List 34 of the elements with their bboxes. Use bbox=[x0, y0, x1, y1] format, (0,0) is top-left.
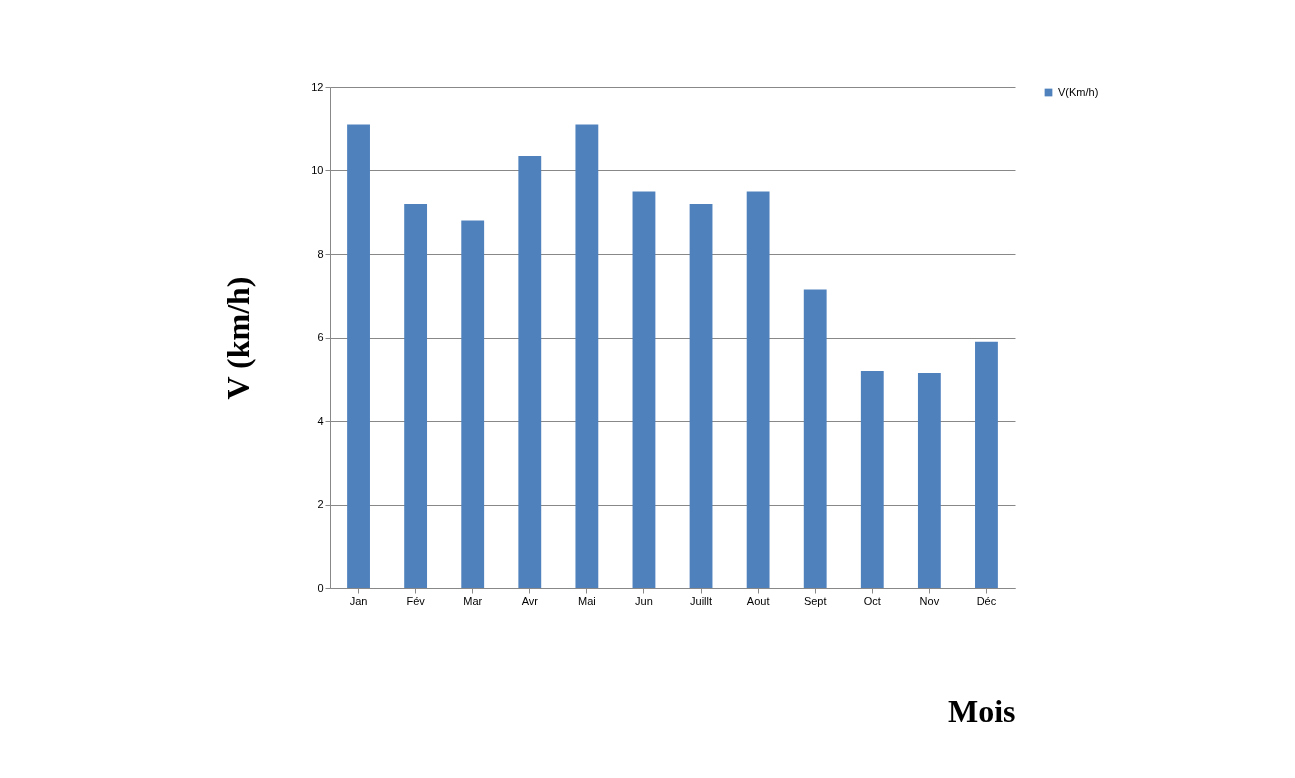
x-tick-label: Oct bbox=[863, 594, 881, 607]
bar bbox=[575, 124, 599, 588]
bar bbox=[803, 289, 827, 588]
bar bbox=[746, 191, 770, 588]
x-tick-label: Mai bbox=[578, 594, 596, 607]
bar bbox=[689, 203, 713, 588]
bar bbox=[860, 370, 884, 588]
x-tick-label: Sept bbox=[803, 594, 827, 607]
y-axis-title: V (km/h) bbox=[220, 276, 257, 400]
x-tick-label: Aout bbox=[746, 594, 770, 607]
x-tick-label: Avr bbox=[521, 594, 539, 607]
bar bbox=[632, 191, 656, 588]
y-tick-label: 8 bbox=[317, 247, 324, 260]
y-tick-label: 10 bbox=[311, 164, 324, 176]
x-tick-label: Nov bbox=[919, 594, 940, 607]
x-tick-label: Juillt bbox=[690, 594, 713, 607]
y-tick-label: 2 bbox=[317, 498, 324, 510]
legend-label: V(Km/h) bbox=[1058, 85, 1099, 98]
x-tick-label: Mar bbox=[463, 594, 483, 607]
y-tick-label: 12 bbox=[311, 80, 324, 93]
y-tick-label: 6 bbox=[317, 331, 324, 343]
bar bbox=[518, 155, 542, 588]
x-tick-label: Jun bbox=[635, 594, 653, 607]
x-tick-label: Jan bbox=[349, 594, 368, 607]
x-tick-label: Fév bbox=[406, 594, 426, 607]
bar bbox=[975, 341, 998, 588]
bar bbox=[917, 372, 941, 588]
bar bbox=[404, 203, 428, 588]
y-tick-label: 4 bbox=[317, 414, 324, 427]
bar bbox=[347, 124, 370, 588]
x-tick-label: Déc bbox=[976, 594, 997, 607]
bar bbox=[461, 220, 485, 588]
x-axis-title: Mois bbox=[947, 692, 1016, 729]
y-tick-label: 0 bbox=[317, 581, 324, 594]
